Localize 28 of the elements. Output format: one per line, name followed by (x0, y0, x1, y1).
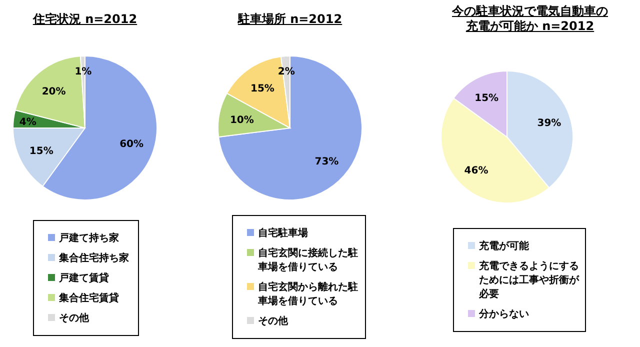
legend-label: 戸建て持ち家 (59, 231, 119, 245)
legend-label: 充電できるようにするためには工事や折衝が必要 (479, 259, 579, 301)
legend-label: 自宅駐車場 (258, 226, 308, 240)
data-label: 15% (29, 146, 54, 158)
legend-label: 自宅玄関から離れた駐車場を借りている (258, 280, 359, 308)
legend-label: 集合住宅持ち家 (59, 251, 129, 265)
data-label: 15% (474, 93, 499, 104)
legend-label: その他 (59, 312, 89, 325)
chart-title: 今の駐車状況で電気自動車の充電が可能か n=2012 (452, 4, 608, 33)
chart-title: 住宅状況 n=2012 (32, 12, 138, 26)
legend-label: 充電が可能 (479, 239, 529, 253)
data-label: 73% (314, 156, 339, 168)
data-label: 20% (42, 86, 66, 98)
pie-slice (218, 56, 362, 200)
legend-label: 戸建て賃貸 (59, 271, 109, 285)
legend-label: 分からない (479, 308, 529, 321)
data-label: 4% (19, 116, 36, 128)
data-label: 1% (74, 66, 92, 78)
data-label: 10% (230, 114, 254, 126)
data-label: 60% (120, 139, 144, 150)
legend-label: 自宅玄関に接続した駐車場を借りている (258, 246, 359, 274)
legend-label: その他 (258, 314, 288, 328)
data-label: 2% (278, 66, 295, 78)
data-label: 39% (537, 118, 562, 129)
chart-title: 駐車場所 n=2012 (238, 12, 342, 26)
data-label: 15% (250, 84, 274, 95)
data-label: 46% (464, 166, 488, 177)
legend-label: 集合住宅賃貸 (59, 291, 119, 305)
